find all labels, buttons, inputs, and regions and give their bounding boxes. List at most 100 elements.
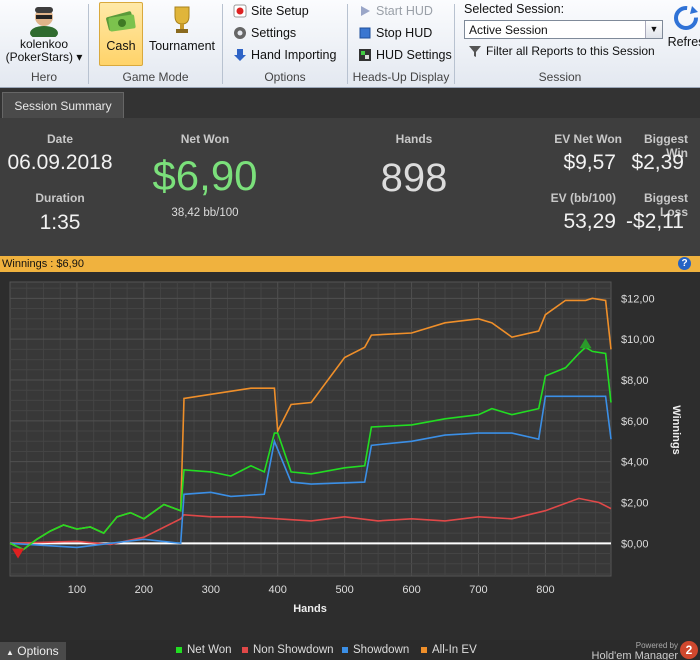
site-setup-label: Site Setup [251, 4, 309, 18]
session-group: Selected Session: Session [455, 0, 700, 88]
group-label-game-mode: Game Mode [122, 70, 189, 84]
ribbon-divider [88, 4, 89, 84]
session-select[interactable]: Active Session ▼ [464, 20, 663, 39]
ribbon-divider [454, 4, 455, 84]
y-axis-ticks: $0,00 $2,00 $4,00 $6,00 $8,00 $10,00 $12,00 [621, 293, 655, 550]
x-tick-label: 500 [335, 584, 353, 596]
max-marker [579, 338, 592, 349]
hud-settings-label: HUD Settings [376, 48, 452, 62]
hero-avatar-icon[interactable] [28, 3, 60, 37]
x-tick-label: 100 [68, 584, 86, 596]
x-tick-label: 700 [469, 584, 487, 596]
legend-label: Net Won [187, 644, 232, 656]
chevron-down-icon[interactable]: ▼ [645, 21, 662, 38]
tournament-label: Tournament [148, 39, 215, 53]
bb-per-100-value: 38,42 bb/100 [171, 207, 239, 219]
tab-session-summary[interactable]: Session Summary [2, 92, 124, 119]
hero-group: kolenkoo (PokerStars) ▾ Hero [0, 0, 88, 88]
tournament-button[interactable]: Tournament [145, 2, 219, 66]
brand: Powered by Hold'em Manager [592, 640, 678, 660]
legend-label: All-In EV [432, 644, 477, 656]
y-tick-label: $2,00 [621, 498, 649, 510]
start-hud-button[interactable]: Start HUD [358, 4, 433, 18]
legend-swatch [242, 647, 248, 653]
y-tick-label: $12,00 [621, 293, 655, 305]
trophy-icon [174, 6, 190, 33]
product-name: Hold'em Manager [591, 650, 678, 660]
stop-hud-label: Stop HUD [376, 26, 433, 40]
chevron-up-icon: ▲ [6, 648, 14, 657]
hero-username: kolenkoo [19, 37, 69, 51]
help-icon[interactable]: ? [678, 257, 691, 270]
options-button[interactable]: ▲ Options [0, 642, 66, 660]
session-select-value: Active Session [469, 23, 548, 37]
chart-series [9, 297, 612, 559]
bottom-bar: ▲ Options Net Won Non Showdown Showdown … [0, 640, 700, 660]
legend-item-showdown[interactable]: Showdown [342, 644, 409, 656]
winnings-chart: 100 200 300 400 500 600 700 800 $0,00 $2,00 $4,00… [9, 281, 682, 615]
settings-button[interactable]: Settings [233, 26, 296, 40]
site-setup-button[interactable]: Site Setup [233, 4, 309, 18]
hero-selector[interactable]: kolenkoo (PokerStars) ▾ [0, 38, 88, 64]
legend-item-all-in-ev[interactable]: All-In EV [421, 644, 477, 656]
filter-reports-label: Filter all Reports to this Session [486, 44, 655, 58]
x-tick-label: 600 [402, 584, 420, 596]
duration-value: 1:35 [39, 211, 81, 234]
chevron-down-icon: ▾ [76, 50, 83, 64]
biggest-win-label: Biggest Win [643, 132, 688, 160]
date-value: 06.09.2018 [7, 151, 113, 174]
legend-swatch [176, 647, 182, 653]
legend-item-net-won[interactable]: Net Won [176, 644, 232, 656]
hud-settings-button[interactable]: HUD Settings [358, 48, 452, 62]
net-won-value: $6,90 [152, 152, 258, 199]
hands-label: Hands [395, 132, 433, 146]
biggest-loss-value: -$2,11 [626, 210, 684, 233]
legend-swatch [421, 647, 427, 653]
y-tick-label: $0,00 [621, 538, 649, 550]
ev-bb-value: 53,29 [563, 210, 616, 233]
x-axis-label: Hands [293, 603, 327, 615]
group-label-hero: Hero [30, 70, 57, 84]
hand-importing-label: Hand Importing [251, 48, 337, 62]
hud-group: Start HUD Stop HUD HUD Settings Heads-Up… [348, 0, 454, 88]
site-setup-icon [233, 4, 247, 18]
options-group: Site Setup Settings Hand Importing Optio… [223, 0, 347, 88]
biggest-loss-label: Biggest Loss [643, 191, 688, 219]
cash-icon [106, 11, 136, 32]
filter-icon [469, 46, 481, 57]
start-hud-label: Start HUD [376, 4, 433, 18]
hand-importing-button[interactable]: Hand Importing [233, 48, 336, 62]
filter-reports-button[interactable]: Filter all Reports to this Session [468, 44, 655, 58]
y-tick-label: $6,00 [621, 416, 649, 428]
refresh-icon [674, 6, 698, 30]
game-mode-group: Cash Tournament Game Mode [89, 0, 222, 88]
hands-value: 898 [380, 156, 448, 200]
y-tick-label: $4,00 [621, 457, 649, 469]
x-axis-ticks: 100 200 300 400 500 600 700 800 [68, 584, 555, 596]
settings-label: Settings [251, 26, 297, 40]
ribbon-divider [222, 4, 223, 84]
hud-settings-icon [359, 49, 371, 61]
options-button-label: Options [17, 644, 59, 658]
stop-hud-button[interactable]: Stop HUD [358, 26, 432, 40]
chart-grid [10, 282, 611, 576]
series-line-net-won [9, 346, 612, 551]
legend-item-non-showdown[interactable]: Non Showdown [242, 644, 334, 656]
legend-label: Non Showdown [253, 644, 334, 656]
duration-label: Duration [35, 191, 85, 205]
group-label-options: Options [264, 70, 306, 84]
legend-swatch [342, 647, 348, 653]
winnings-bar-label: Winnings : $6,90 [2, 258, 84, 270]
x-tick-label: 200 [135, 584, 153, 596]
winnings-chart-area: 100 200 300 400 500 600 700 800 $0,00 $2,00 $4,00… [0, 272, 700, 640]
tab-strip: Session Summary [0, 88, 700, 119]
cash-button[interactable]: Cash [99, 2, 143, 66]
cash-label: Cash [106, 39, 136, 53]
refresh-button[interactable]: Refres [666, 4, 700, 54]
stop-icon [359, 27, 371, 39]
ev-net-won-value: $9,57 [563, 151, 616, 174]
y-tick-label: $8,00 [621, 375, 649, 387]
hero-site: (PokerStars) ▾ [5, 50, 83, 64]
y-axis-label: Winnings [670, 405, 682, 454]
ribbon: kolenkoo (PokerStars) ▾ Hero Cash Tourna… [0, 0, 700, 88]
